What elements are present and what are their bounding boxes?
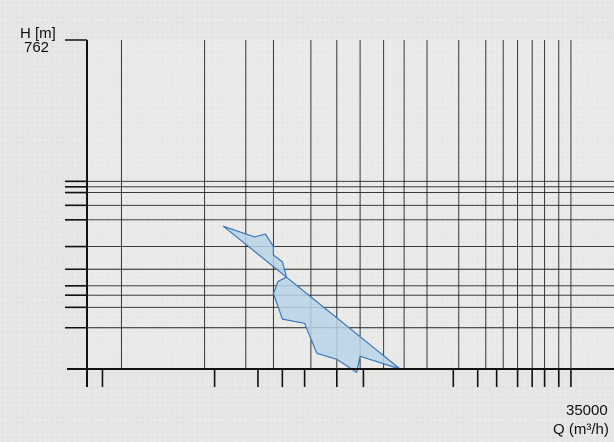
axes [67, 40, 614, 387]
x-axis-max-label: 35000 [566, 402, 608, 419]
y-axis-label: H [m] [20, 25, 56, 42]
x-axis-label: Q (m³/h) [553, 421, 609, 438]
y-axis-max-label: 762 [24, 39, 49, 56]
grid [87, 40, 614, 369]
envelope-area [222, 225, 401, 373]
plot-background [87, 40, 614, 369]
axis-ticks [65, 39, 572, 387]
